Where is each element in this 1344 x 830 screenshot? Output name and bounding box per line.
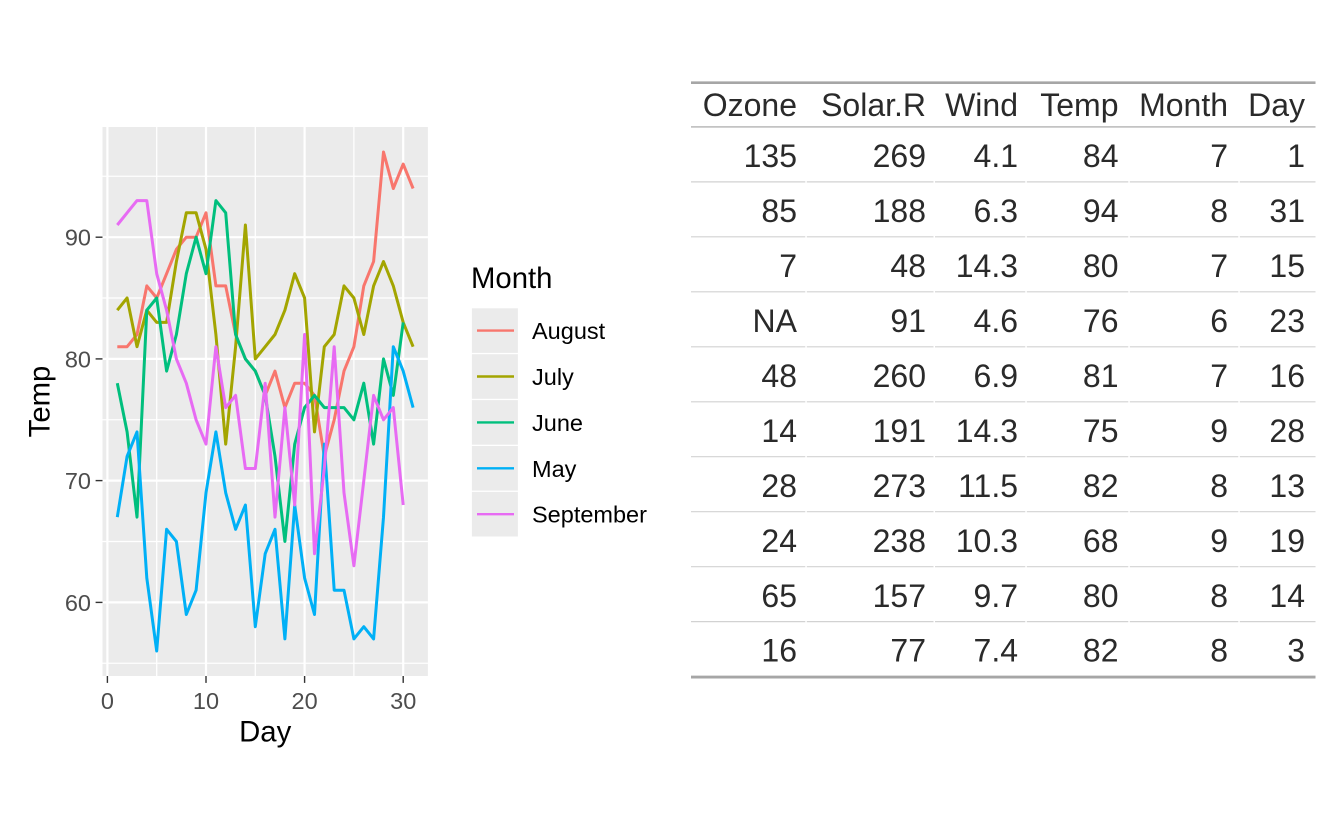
- svg-text:24: 24: [761, 523, 797, 559]
- svg-text:16: 16: [1269, 358, 1305, 394]
- svg-text:15: 15: [1269, 248, 1305, 284]
- svg-text:Temp: Temp: [1040, 87, 1118, 123]
- svg-text:Month: Month: [471, 262, 552, 295]
- svg-text:6: 6: [1210, 303, 1228, 339]
- svg-text:10.3: 10.3: [956, 523, 1018, 559]
- svg-text:20: 20: [292, 688, 318, 714]
- svg-text:May: May: [532, 456, 577, 482]
- svg-text:July: July: [532, 364, 574, 390]
- svg-text:28: 28: [1269, 413, 1305, 449]
- svg-text:Solar.R: Solar.R: [821, 87, 926, 123]
- svg-text:19: 19: [1269, 523, 1305, 559]
- svg-text:NA: NA: [753, 303, 798, 339]
- svg-text:191: 191: [873, 413, 926, 449]
- svg-text:8: 8: [1210, 578, 1228, 614]
- svg-text:7: 7: [1210, 358, 1228, 394]
- svg-text:4.1: 4.1: [974, 138, 1018, 174]
- svg-text:Day: Day: [1248, 87, 1305, 123]
- svg-text:65: 65: [761, 578, 797, 614]
- svg-text:8: 8: [1210, 468, 1228, 504]
- svg-text:6.3: 6.3: [974, 193, 1018, 229]
- svg-text:Wind: Wind: [945, 87, 1018, 123]
- svg-text:June: June: [532, 410, 583, 436]
- svg-text:7: 7: [779, 248, 797, 284]
- svg-text:80: 80: [65, 346, 91, 372]
- svg-text:14: 14: [1269, 578, 1305, 614]
- svg-text:188: 188: [873, 193, 926, 229]
- svg-text:84: 84: [1083, 138, 1119, 174]
- svg-text:30: 30: [390, 688, 416, 714]
- svg-text:269: 269: [873, 138, 926, 174]
- svg-text:10: 10: [193, 688, 219, 714]
- svg-text:238: 238: [873, 523, 926, 559]
- svg-text:7: 7: [1210, 248, 1228, 284]
- svg-text:23: 23: [1269, 303, 1305, 339]
- svg-text:94: 94: [1083, 193, 1119, 229]
- svg-text:Day: Day: [239, 716, 291, 749]
- svg-text:60: 60: [65, 590, 91, 616]
- svg-text:16: 16: [761, 633, 797, 669]
- svg-text:14: 14: [761, 413, 797, 449]
- svg-text:70: 70: [65, 468, 91, 494]
- svg-text:1: 1: [1287, 138, 1305, 174]
- svg-text:273: 273: [873, 468, 926, 504]
- svg-text:135: 135: [744, 138, 797, 174]
- svg-text:9: 9: [1210, 523, 1228, 559]
- svg-text:13: 13: [1269, 468, 1305, 504]
- svg-text:28: 28: [761, 468, 797, 504]
- svg-text:4.6: 4.6: [974, 303, 1018, 339]
- svg-text:80: 80: [1083, 248, 1119, 284]
- svg-text:September: September: [532, 502, 647, 528]
- svg-text:7: 7: [1210, 138, 1228, 174]
- svg-text:Temp: Temp: [24, 366, 57, 438]
- svg-text:82: 82: [1083, 468, 1119, 504]
- svg-text:9.7: 9.7: [974, 578, 1018, 614]
- svg-text:14.3: 14.3: [956, 413, 1018, 449]
- svg-text:7.4: 7.4: [974, 633, 1018, 669]
- svg-text:31: 31: [1269, 193, 1305, 229]
- svg-text:91: 91: [890, 303, 926, 339]
- svg-text:Month: Month: [1139, 87, 1228, 123]
- svg-text:August: August: [532, 318, 606, 344]
- svg-text:77: 77: [890, 633, 926, 669]
- svg-text:8: 8: [1210, 633, 1228, 669]
- svg-text:8: 8: [1210, 193, 1228, 229]
- svg-text:3: 3: [1287, 633, 1305, 669]
- svg-text:14.3: 14.3: [956, 248, 1018, 284]
- svg-text:48: 48: [761, 358, 797, 394]
- svg-text:82: 82: [1083, 633, 1119, 669]
- svg-text:75: 75: [1083, 413, 1119, 449]
- svg-text:260: 260: [873, 358, 926, 394]
- svg-text:11.5: 11.5: [958, 468, 1018, 504]
- svg-text:80: 80: [1083, 578, 1119, 614]
- svg-text:157: 157: [873, 578, 926, 614]
- svg-text:48: 48: [890, 248, 926, 284]
- svg-text:85: 85: [761, 193, 797, 229]
- svg-text:90: 90: [65, 225, 91, 251]
- svg-text:9: 9: [1210, 413, 1228, 449]
- svg-text:76: 76: [1083, 303, 1119, 339]
- svg-text:Ozone: Ozone: [703, 87, 797, 123]
- svg-text:68: 68: [1083, 523, 1119, 559]
- svg-text:81: 81: [1083, 358, 1119, 394]
- svg-text:0: 0: [101, 688, 114, 714]
- svg-text:6.9: 6.9: [974, 358, 1018, 394]
